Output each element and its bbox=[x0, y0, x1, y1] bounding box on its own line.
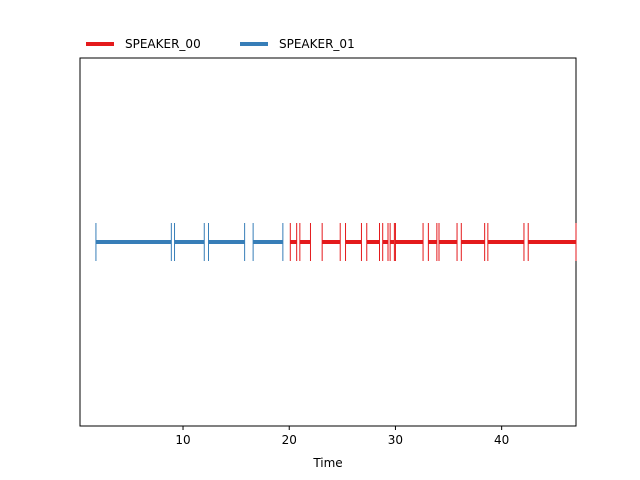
segment-speaker-00-5 bbox=[382, 223, 389, 261]
legend: SPEAKER_00 SPEAKER_01 bbox=[86, 37, 355, 51]
x-tick-label: 40 bbox=[494, 433, 509, 447]
segment-speaker-00-0 bbox=[289, 223, 298, 261]
segment-speaker-00-7 bbox=[394, 223, 424, 261]
x-tick-label: 20 bbox=[282, 433, 297, 447]
segment-speaker-00-3 bbox=[345, 223, 362, 261]
x-tick-label: 30 bbox=[388, 433, 403, 447]
segment-speaker-01-2 bbox=[208, 223, 246, 261]
segment-speaker-01-3 bbox=[252, 223, 284, 261]
segment-speaker-00-1 bbox=[299, 223, 311, 261]
segment-speaker-00-9 bbox=[438, 223, 458, 261]
segment-speaker-00-8 bbox=[427, 223, 438, 261]
segment-speaker-00-10 bbox=[460, 223, 486, 261]
segment-speaker-00-6 bbox=[389, 223, 395, 261]
segment-speaker-00-4 bbox=[366, 223, 381, 261]
x-axis: 10 20 30 40 bbox=[175, 426, 509, 447]
segments-layer bbox=[95, 223, 577, 261]
segment-speaker-01-0 bbox=[95, 223, 172, 261]
segment-speaker-00-12 bbox=[527, 223, 577, 261]
x-tick-label: 10 bbox=[175, 433, 190, 447]
segment-speaker-00-2 bbox=[321, 223, 341, 261]
segment-speaker-01-1 bbox=[174, 223, 205, 261]
legend-label-speaker-00: SPEAKER_00 bbox=[125, 37, 201, 51]
segment-speaker-00-11 bbox=[487, 223, 525, 261]
x-axis-label: Time bbox=[312, 456, 342, 470]
legend-label-speaker-01: SPEAKER_01 bbox=[279, 37, 355, 51]
